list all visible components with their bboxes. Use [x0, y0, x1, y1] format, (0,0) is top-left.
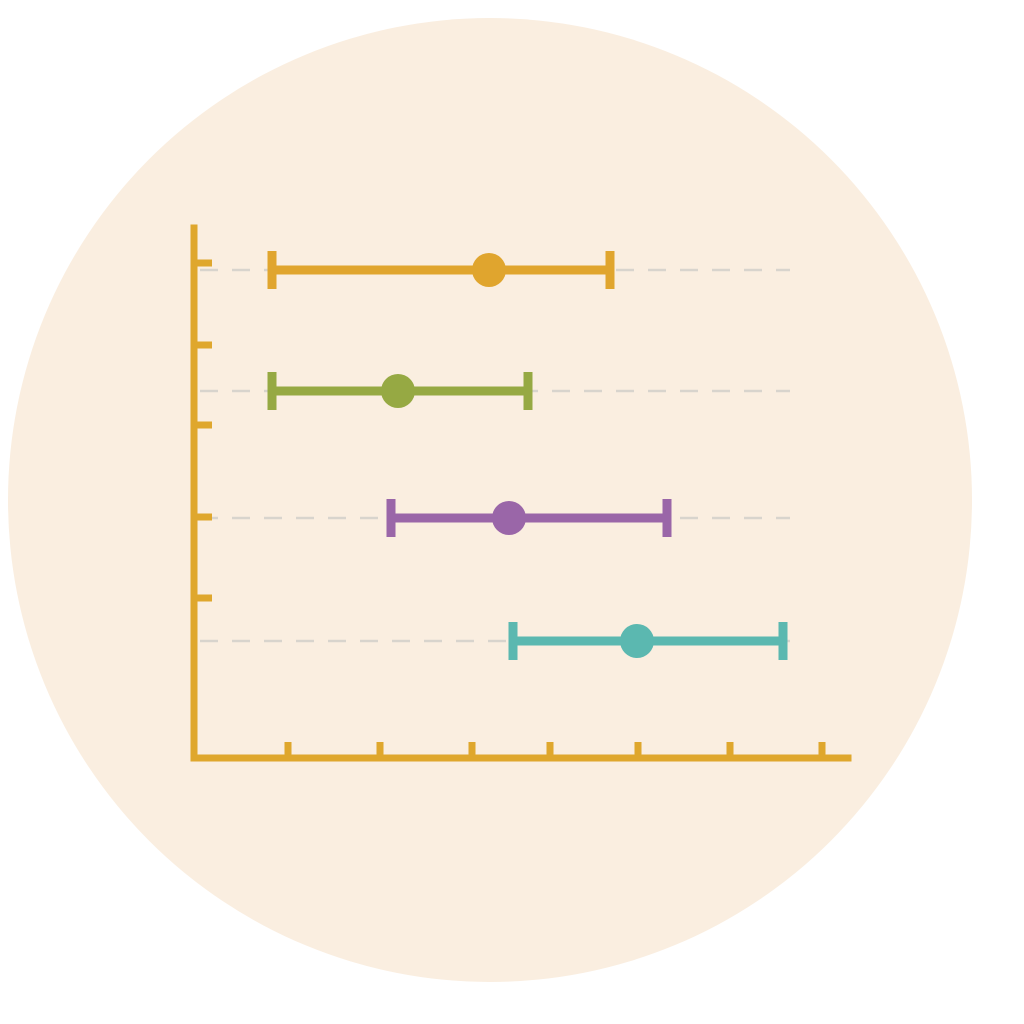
- error-bar-series-3: [508, 622, 788, 660]
- y-axis-tick-group: [194, 259, 212, 602]
- axis-spine: [190, 224, 852, 762]
- data-point-marker-1[interactable]: [381, 374, 415, 408]
- error-bar-series-1: [267, 372, 533, 410]
- gridline-group: [200, 268, 790, 643]
- error-bar-series-0: [267, 251, 615, 289]
- x-axis-tick-group: [284, 742, 826, 758]
- error-bar-series-2: [386, 499, 672, 537]
- data-point-marker-2[interactable]: [492, 501, 526, 535]
- backdrop-circle: [8, 18, 972, 982]
- axis-group: [190, 224, 852, 762]
- error-bar-series-group: [267, 251, 788, 660]
- data-point-marker-0[interactable]: [472, 253, 506, 287]
- data-point-marker-3[interactable]: [620, 624, 654, 658]
